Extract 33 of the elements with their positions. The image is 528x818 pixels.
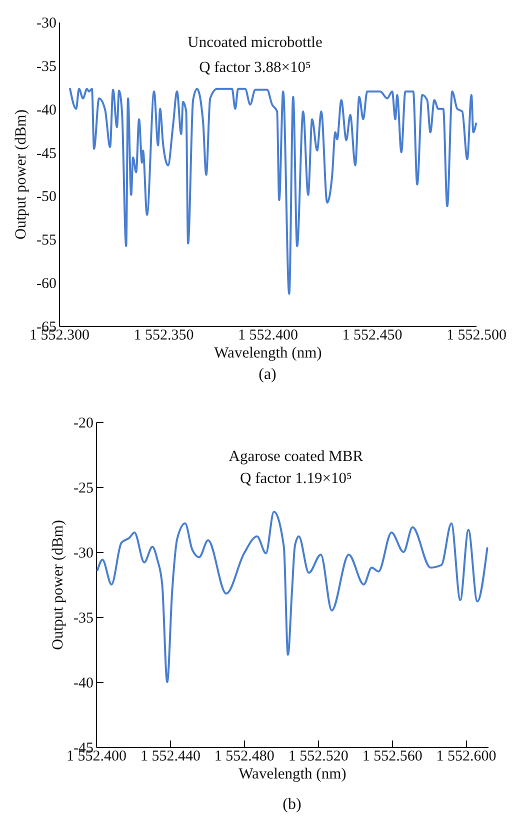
x-tick-label: 1 552.600 (436, 748, 496, 764)
y-tick-label: -30 (74, 546, 94, 562)
y-tick-label: -40 (36, 102, 56, 118)
annotation: Q factor 3.88×10⁵ (199, 59, 311, 76)
annotation: Q factor 1.19×10⁵ (240, 470, 352, 487)
y-tick-label: -35 (36, 58, 56, 75)
x-tick-label: 1 552.440 (140, 748, 200, 764)
x-tick-label: 1 552.500 (446, 328, 506, 344)
y-tick-label: -25 (74, 480, 94, 496)
y-tick-label: -40 (74, 676, 94, 692)
x-axis-title: Wavelength (nm) (238, 766, 346, 782)
line-series (96, 510, 488, 683)
y-axis-title: Output power (dBm) (50, 520, 67, 650)
y-tick-label: -45 (36, 146, 56, 162)
y-axis-title: Output power (dBm) (12, 109, 30, 240)
y-tick-label: -35 (74, 610, 94, 626)
annotation: Uncoated microbottle (188, 34, 322, 51)
x-tick-label: 1 552.350 (134, 328, 194, 344)
text: (b) (282, 796, 302, 813)
x-tick-label: 1 552.400 (238, 328, 298, 344)
x-tick-label: 1 552.450 (342, 328, 402, 344)
y-tick-label: -50 (36, 189, 56, 206)
y-tick-label: -20 (74, 416, 94, 432)
line-series (69, 88, 477, 295)
y-tick-label: -30 (36, 16, 56, 32)
x-axis-title: Wavelength (nm) (214, 344, 322, 362)
annotation: Agarose coated MBR (228, 448, 364, 465)
x-tick-label: 1 552.520 (288, 748, 348, 764)
y-tick-label: -60 (36, 276, 56, 292)
x-tick-label: 1 552.480 (214, 748, 274, 764)
text: (a) (258, 366, 276, 383)
x-tick-label: 1 552.560 (362, 748, 422, 764)
y-tick-label: -55 (36, 232, 56, 249)
